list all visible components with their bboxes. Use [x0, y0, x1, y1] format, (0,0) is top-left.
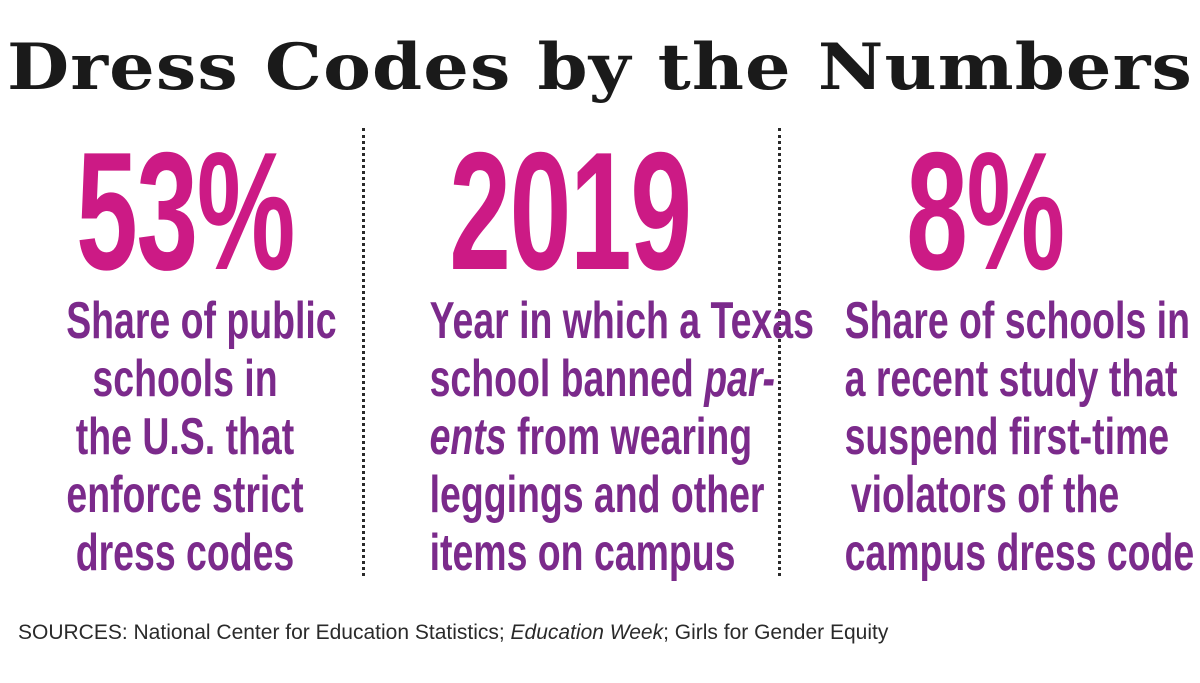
description-line: Share of public: [66, 292, 337, 350]
stat-column-texas-year: 2019 Year in which a Texas school banned…: [375, 117, 814, 582]
description-italic: par-: [704, 350, 775, 408]
stat-description: Share of schools in a recent study that …: [844, 292, 1195, 582]
stat-description: Year in which a Texas school banned par-…: [429, 292, 814, 582]
description-text: from wearing: [506, 408, 753, 466]
stat-column-schools-strict: 53% Share of public schools in the U.S. …: [20, 117, 350, 582]
description-line: campus dress code: [844, 524, 1195, 582]
dotted-divider-right: [778, 128, 781, 576]
sources-credit: SOURCES: National Center for Education S…: [18, 620, 888, 646]
description-line: items on campus: [429, 524, 736, 582]
sources-text: SOURCES: National Center for Education S…: [18, 621, 511, 644]
description-line: school banned par-: [429, 350, 775, 408]
description-line: dress codes: [75, 524, 295, 582]
description-line: suspend first-time: [844, 408, 1170, 466]
page-title: Dress Codes by the Numbers: [6, 30, 1194, 105]
description-line: Year in which a Texas: [429, 292, 814, 350]
description-line: violators of the: [850, 466, 1120, 524]
dotted-divider-left: [362, 128, 365, 576]
sources-text: ; Girls for Gender Equity: [663, 621, 889, 644]
sources-italic: Education Week: [510, 621, 664, 644]
description-italic: ents: [429, 408, 507, 466]
description-line: ents from wearing: [429, 408, 752, 466]
description-line: the U.S. that: [75, 408, 295, 466]
stat-value: 8%: [906, 117, 1065, 305]
stat-value: 53%: [76, 117, 295, 305]
stat-description: Share of public schools in the U.S. that…: [66, 292, 337, 582]
stat-column-suspensions: 8% Share of schools in a recent study th…: [790, 117, 1195, 582]
description-line: a recent study that: [844, 350, 1178, 408]
description-line: leggings and other: [429, 466, 765, 524]
description-line: enforce strict: [66, 466, 304, 524]
stat-value: 2019: [449, 117, 692, 305]
description-text: school banned: [429, 350, 705, 408]
description-line: Share of schools in: [844, 292, 1190, 350]
description-line: schools in: [92, 350, 278, 408]
